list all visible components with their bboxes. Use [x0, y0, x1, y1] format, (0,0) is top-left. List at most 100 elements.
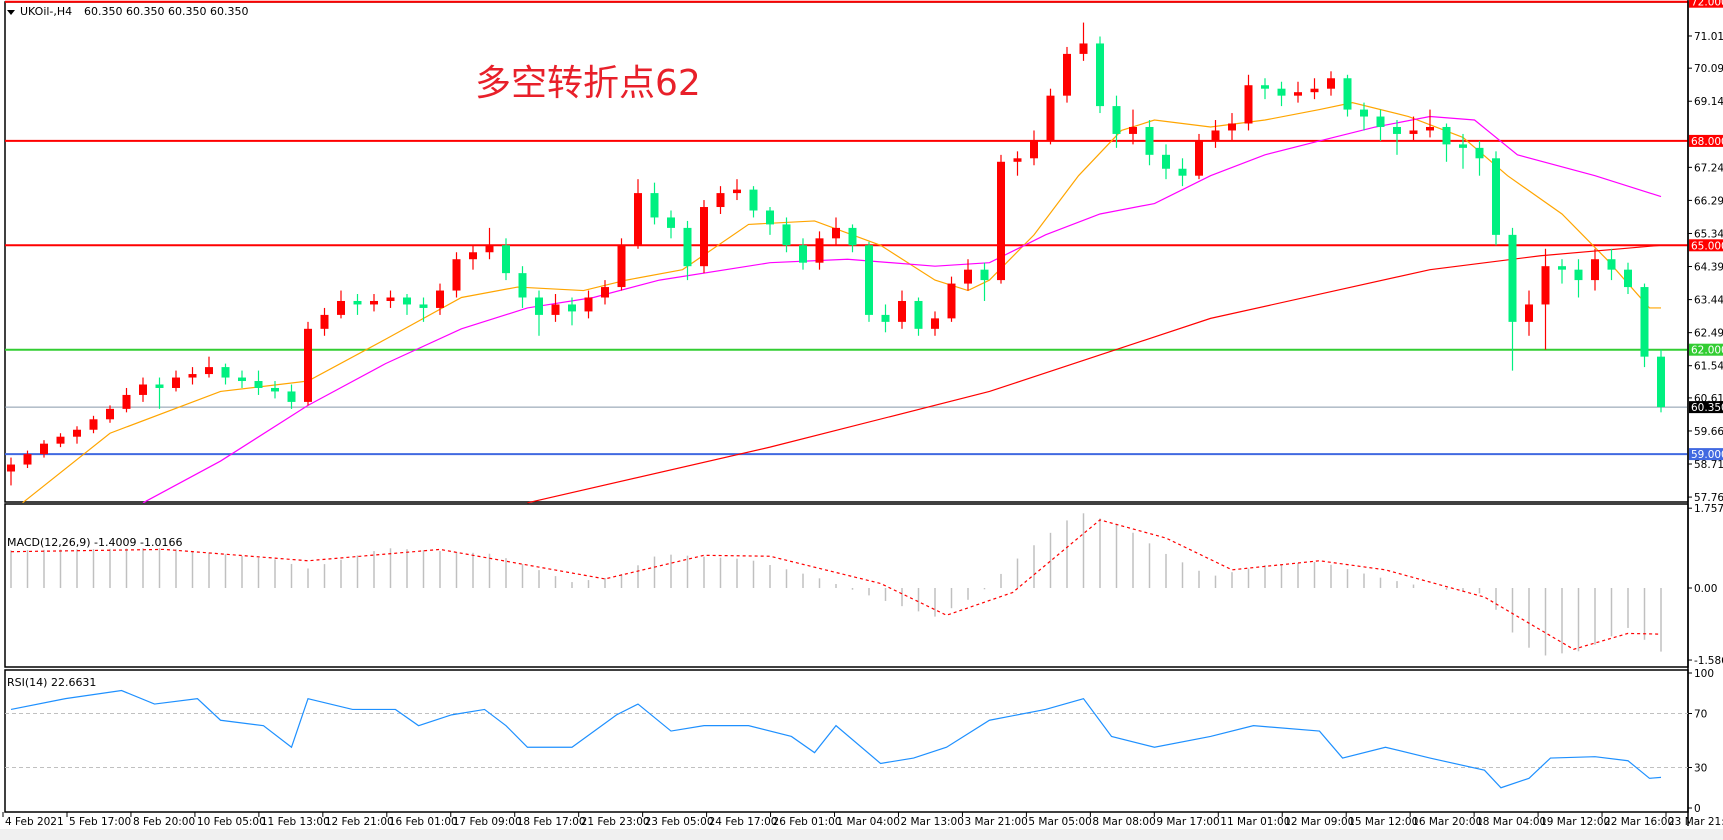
candle[interactable]: [1145, 126, 1154, 155]
candle[interactable]: [1129, 126, 1137, 134]
candle[interactable]: [551, 304, 560, 315]
candle[interactable]: [568, 304, 576, 312]
candle[interactable]: [601, 287, 609, 298]
candle[interactable]: [1096, 43, 1104, 107]
macd-panel[interactable]: 1.7579 0.00 -1.5867: [4, 503, 1723, 668]
candle[interactable]: [1244, 85, 1253, 124]
candle[interactable]: [1277, 88, 1286, 96]
candle[interactable]: [1376, 116, 1385, 127]
candle[interactable]: [1459, 144, 1467, 148]
candle[interactable]: [650, 193, 659, 218]
candle[interactable]: [172, 377, 180, 388]
candle[interactable]: [1327, 78, 1335, 89]
candle[interactable]: [221, 367, 230, 378]
candle[interactable]: [1657, 356, 1665, 408]
candle[interactable]: [700, 207, 708, 267]
candle[interactable]: [1343, 78, 1352, 110]
rsi-panel[interactable]: 100 70 30 0: [4, 668, 1714, 815]
candle[interactable]: [56, 436, 65, 444]
price-panel[interactable]: 71.015 70.090 69.140 67.240 66.290 65.340 64.3…: [4, 0, 1723, 826]
candle[interactable]: [980, 269, 989, 281]
candle[interactable]: [7, 464, 15, 472]
candle[interactable]: [73, 429, 81, 437]
candle[interactable]: [469, 252, 477, 260]
candle[interactable]: [799, 245, 807, 263]
candle[interactable]: [205, 367, 213, 375]
candle[interactable]: [386, 297, 395, 301]
candle[interactable]: [419, 304, 428, 308]
candle[interactable]: [1063, 53, 1071, 96]
candle[interactable]: [782, 224, 791, 246]
candle[interactable]: [1195, 140, 1203, 176]
candle[interactable]: [1079, 43, 1088, 54]
candle[interactable]: [535, 297, 543, 315]
candle[interactable]: [106, 408, 114, 420]
candle[interactable]: [931, 318, 939, 329]
candle[interactable]: [865, 245, 873, 315]
candle[interactable]: [716, 193, 725, 208]
candle[interactable]: [1541, 266, 1550, 305]
candle[interactable]: [403, 297, 411, 305]
candle[interactable]: [1013, 158, 1022, 162]
candle[interactable]: [1607, 259, 1616, 270]
candle[interactable]: [1030, 140, 1038, 159]
candle[interactable]: [848, 227, 857, 246]
candle[interactable]: [1624, 269, 1632, 288]
candle[interactable]: [1574, 269, 1583, 281]
candle[interactable]: [898, 300, 906, 322]
candle[interactable]: [1162, 154, 1170, 169]
candle[interactable]: [832, 227, 840, 239]
candle[interactable]: [947, 283, 956, 319]
candle[interactable]: [40, 443, 48, 455]
candle[interactable]: [1211, 130, 1220, 141]
candle[interactable]: [155, 384, 164, 388]
candle[interactable]: [634, 193, 642, 246]
triangle-down-icon[interactable]: [7, 10, 15, 15]
candle[interactable]: [23, 454, 32, 465]
candle[interactable]: [89, 419, 98, 430]
candle[interactable]: [1558, 266, 1566, 270]
candle[interactable]: [1112, 106, 1121, 134]
candle[interactable]: [584, 297, 593, 312]
candle[interactable]: [1310, 88, 1319, 93]
candle[interactable]: [320, 314, 329, 329]
candle[interactable]: [1228, 123, 1236, 131]
candle[interactable]: [617, 245, 626, 288]
candle[interactable]: [254, 381, 263, 388]
candle[interactable]: [502, 245, 510, 274]
candle[interactable]: [766, 210, 774, 225]
candle[interactable]: [1591, 259, 1599, 281]
candle[interactable]: [1393, 126, 1401, 134]
candle[interactable]: [122, 394, 131, 409]
candle[interactable]: [238, 377, 246, 382]
candle[interactable]: [1492, 158, 1500, 235]
candle[interactable]: [304, 328, 312, 402]
candle[interactable]: [139, 384, 147, 395]
candle[interactable]: [997, 161, 1005, 281]
candle[interactable]: [749, 189, 758, 211]
candle[interactable]: [1525, 304, 1533, 322]
candle[interactable]: [337, 300, 345, 315]
candle[interactable]: [733, 189, 741, 194]
candle[interactable]: [815, 238, 824, 263]
candle[interactable]: [964, 269, 972, 284]
candle[interactable]: [518, 273, 527, 298]
candle[interactable]: [1508, 234, 1517, 322]
candle[interactable]: [683, 227, 692, 267]
candle[interactable]: [1475, 147, 1484, 159]
candle[interactable]: [1294, 92, 1302, 96]
candle[interactable]: [1178, 168, 1187, 176]
candle[interactable]: [1442, 126, 1451, 145]
candle[interactable]: [1046, 95, 1055, 141]
candle[interactable]: [914, 300, 923, 329]
candle[interactable]: [1360, 109, 1368, 117]
candle[interactable]: [271, 387, 279, 392]
candle[interactable]: [1640, 287, 1649, 357]
candle[interactable]: [353, 300, 362, 305]
candle[interactable]: [1261, 85, 1269, 89]
candle[interactable]: [667, 217, 675, 228]
candle[interactable]: [1426, 126, 1434, 131]
candle[interactable]: [485, 245, 494, 253]
candle[interactable]: [287, 391, 296, 402]
